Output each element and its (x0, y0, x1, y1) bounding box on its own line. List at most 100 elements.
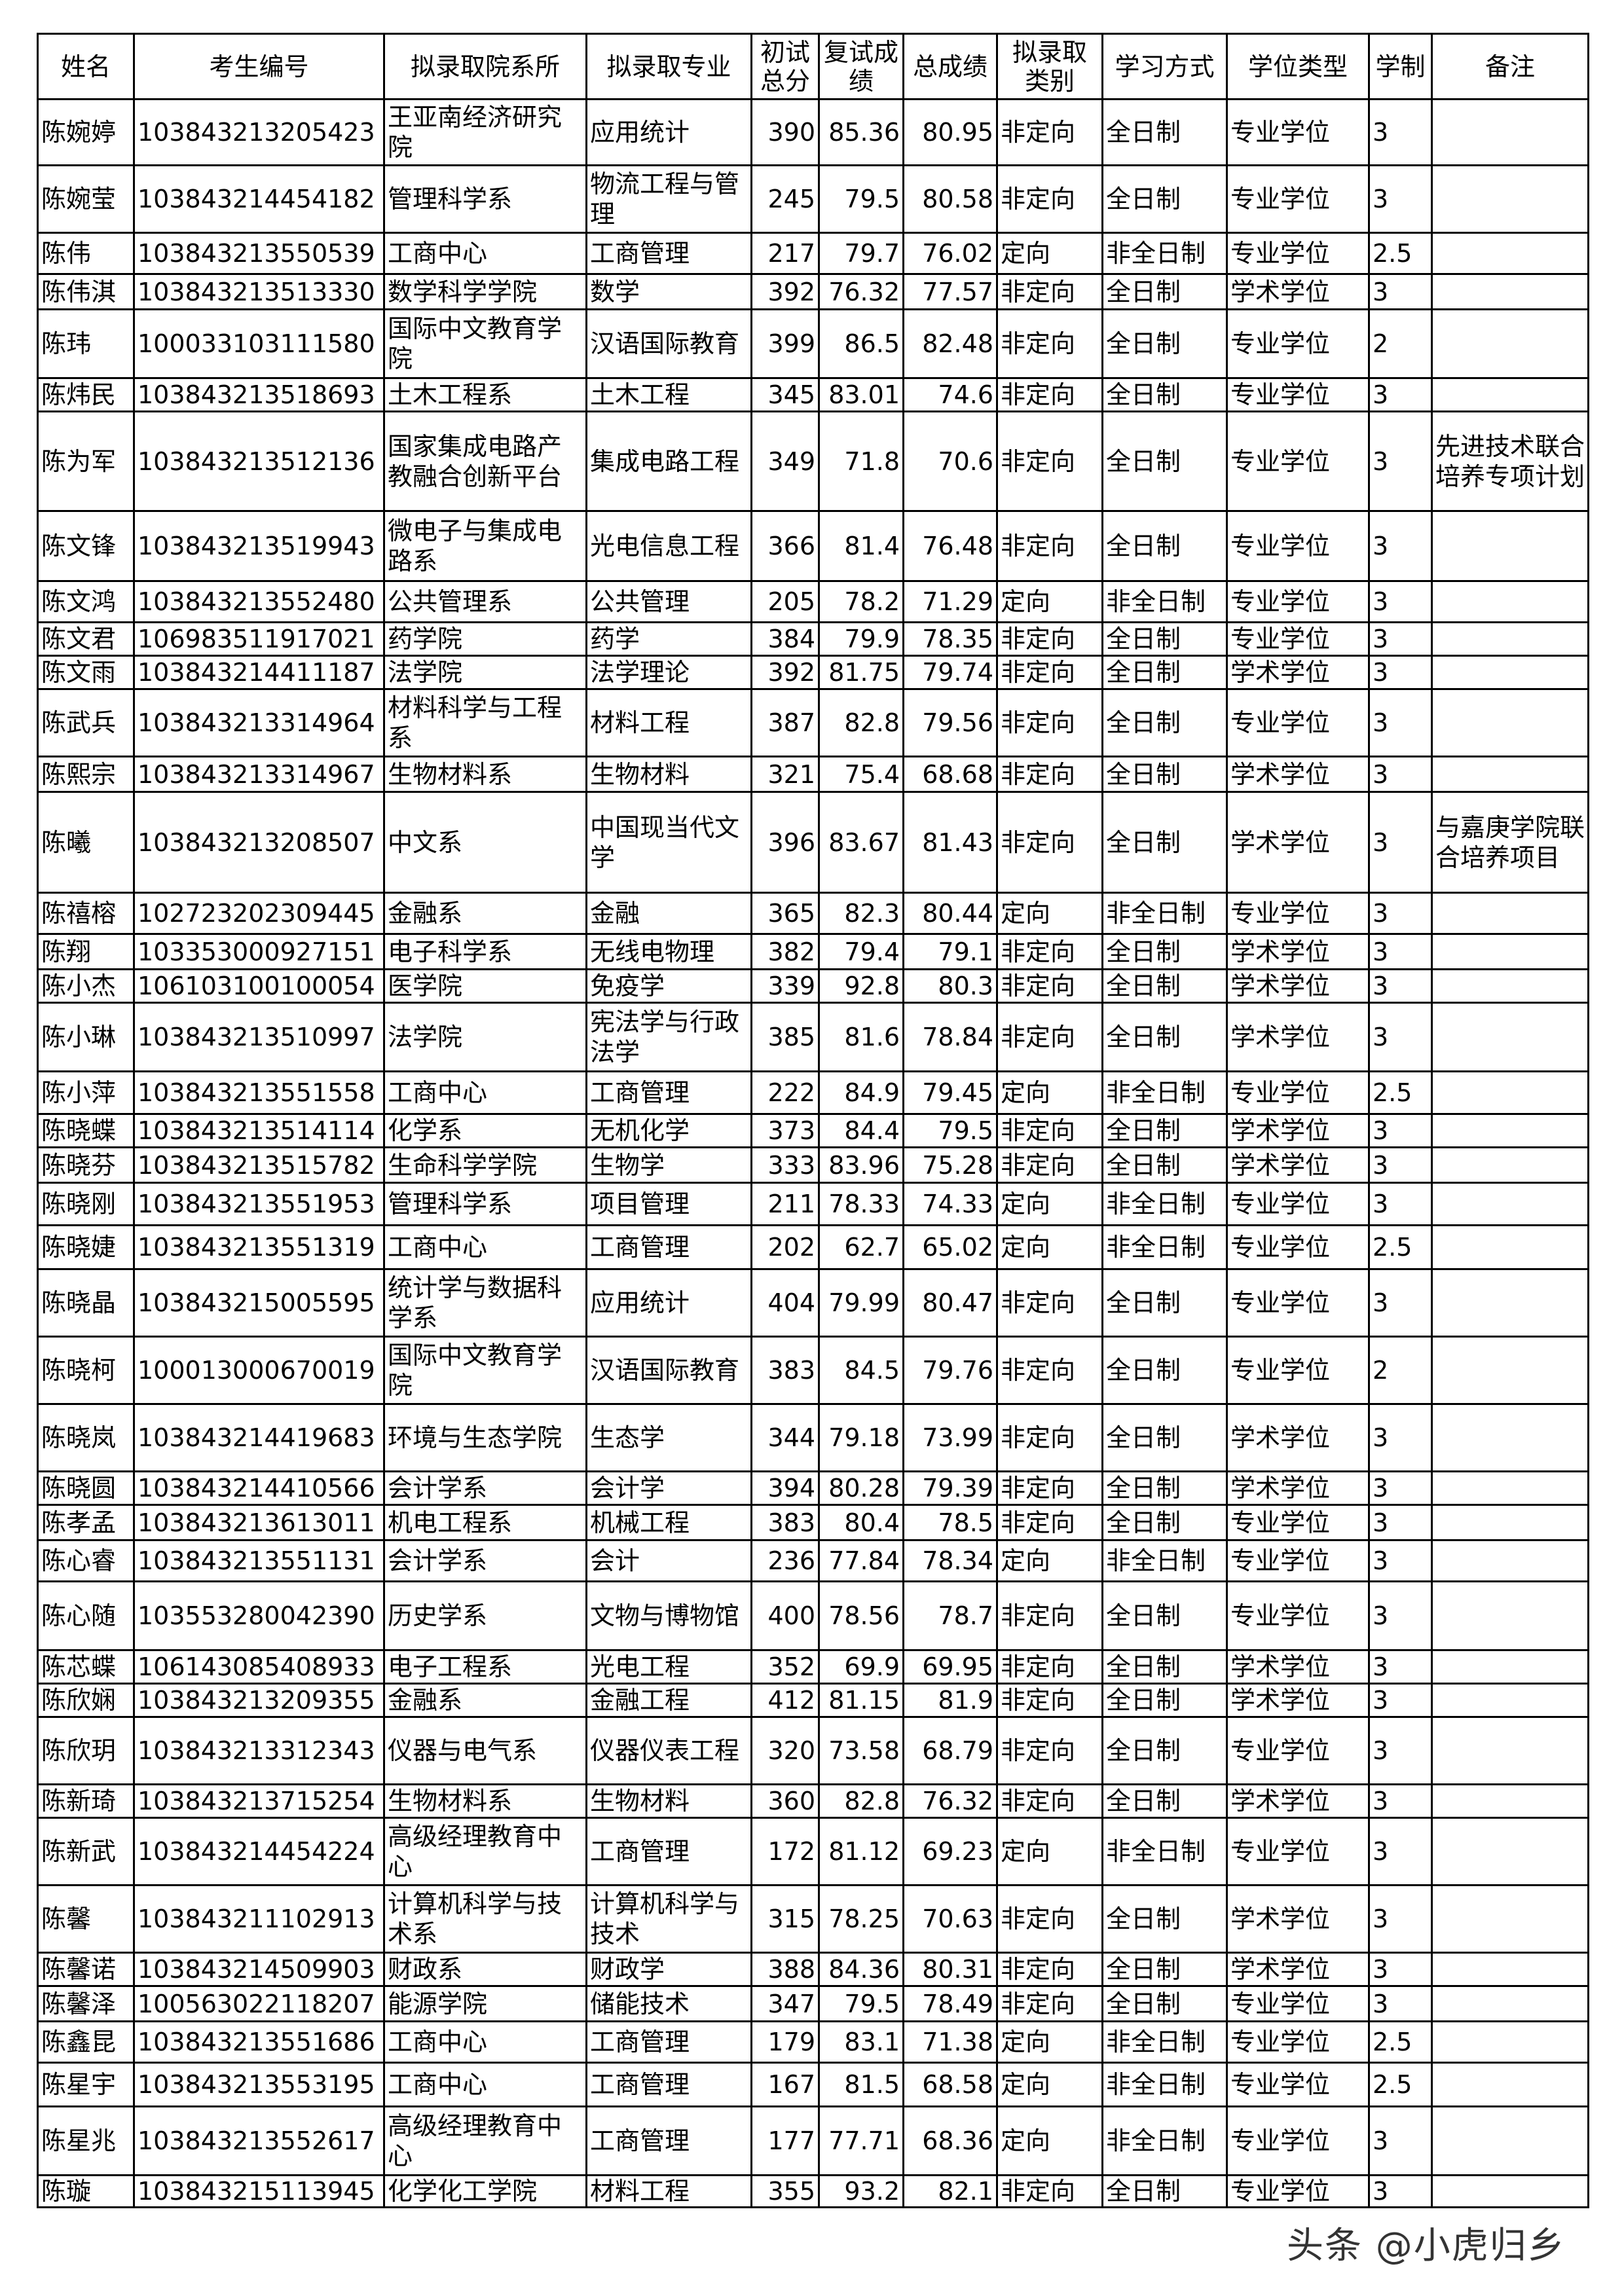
cell-study-mode: 全日制 (1101, 1002, 1228, 1072)
cell-admission-category: 非定向 (996, 621, 1103, 657)
cell-name: 陈孝孟 (37, 1504, 135, 1541)
cell-candidate-id: 103843213513330 (133, 273, 385, 310)
cell-major: 会计学 (585, 1470, 752, 1506)
cell-name: 陈文鸿 (37, 580, 135, 623)
cell-name: 陈晓刚 (37, 1182, 135, 1226)
cell-total-score: 80.44 (902, 892, 998, 935)
header-initial-score: 初试总分 (750, 33, 820, 100)
cell-initial-score: 211 (750, 1182, 820, 1226)
cell-remarks (1431, 1817, 1589, 1886)
cell-study-mode: 全日制 (1101, 1580, 1228, 1651)
cell-remarks (1431, 1268, 1589, 1338)
cell-remarks: 与嘉庚学院联合培养项目 (1431, 791, 1589, 894)
cell-major: 无机化学 (585, 1113, 752, 1148)
cell-remarks (1431, 98, 1589, 166)
cell-initial-score: 399 (750, 308, 820, 379)
cell-study-mode: 全日制 (1101, 1783, 1228, 1819)
cell-initial-score: 179 (750, 2020, 820, 2064)
cell-initial-score: 347 (750, 1985, 820, 2022)
header-major: 拟录取专业 (585, 33, 752, 100)
cell-study-mode: 非全日制 (1101, 232, 1228, 275)
cell-degree-type: 学术学位 (1226, 1113, 1370, 1148)
cell-admission-category: 非定向 (996, 1336, 1103, 1405)
cell-remarks (1431, 1539, 1589, 1582)
cell-department: 环境与生态学院 (383, 1403, 587, 1472)
cell-name: 陈晓婕 (37, 1224, 135, 1270)
cell-study-mode: 全日制 (1101, 655, 1228, 690)
cell-initial-score: 400 (750, 1580, 820, 1651)
cell-retest-score: 82.8 (818, 1783, 904, 1819)
cell-degree-type: 专业学位 (1226, 1182, 1370, 1226)
cell-total-score: 74.6 (902, 377, 998, 412)
cell-retest-score: 81.12 (818, 1817, 904, 1886)
cell-department: 高级经理教育中心 (383, 2105, 587, 2176)
cell-candidate-id: 103843213205423 (133, 98, 385, 166)
cell-major: 储能技术 (585, 1985, 752, 2022)
cell-admission-category: 定向 (996, 1182, 1103, 1226)
cell-initial-score: 245 (750, 164, 820, 234)
table-row: 陈炜民 103843213518693 土木工程系 土木工程 345 83.01 74.6 非… (37, 377, 1589, 412)
cell-major: 会计 (585, 1539, 752, 1582)
cell-admission-category: 定向 (996, 1224, 1103, 1270)
cell-duration: 3 (1368, 655, 1433, 690)
cell-department: 仪器与电气系 (383, 1716, 587, 1785)
cell-department: 工商中心 (383, 2062, 587, 2107)
cell-candidate-id: 103843213551319 (133, 1224, 385, 1270)
cell-degree-type: 专业学位 (1226, 1224, 1370, 1270)
cell-total-score: 77.57 (902, 273, 998, 310)
cell-duration: 3 (1368, 1985, 1433, 2022)
cell-degree-type: 学术学位 (1226, 1952, 1370, 1987)
cell-retest-score: 83.67 (818, 791, 904, 894)
cell-total-score: 70.63 (902, 1884, 998, 1954)
cell-major: 应用统计 (585, 1268, 752, 1338)
cell-admission-category: 非定向 (996, 1716, 1103, 1785)
cell-name: 陈芯蝶 (37, 1649, 135, 1685)
cell-remarks (1431, 1403, 1589, 1472)
cell-candidate-id: 103843213613011 (133, 1504, 385, 1541)
cell-duration: 3 (1368, 1783, 1433, 1819)
cell-remarks (1431, 1716, 1589, 1785)
table-row: 陈馨泽 100563022118207 能源学院 储能技术 347 79.5 78.49 非定… (37, 1985, 1589, 2022)
cell-candidate-id: 100033103111580 (133, 308, 385, 379)
cell-major: 汉语国际教育 (585, 1336, 752, 1405)
cell-degree-type: 学术学位 (1226, 273, 1370, 310)
cell-duration: 3 (1368, 580, 1433, 623)
cell-candidate-id: 103843214410566 (133, 1470, 385, 1506)
cell-remarks (1431, 2020, 1589, 2064)
cell-name: 陈文君 (37, 621, 135, 657)
cell-major: 生物材料 (585, 1783, 752, 1819)
cell-remarks (1431, 2105, 1589, 2176)
cell-retest-score: 80.28 (818, 1470, 904, 1506)
cell-duration: 3 (1368, 1817, 1433, 1886)
cell-initial-score: 222 (750, 1070, 820, 1115)
cell-study-mode: 全日制 (1101, 1336, 1228, 1405)
cell-total-score: 76.48 (902, 510, 998, 582)
table-row: 陈文鸿 103843213552480 公共管理系 公共管理 205 78.2 71.29 定… (37, 580, 1589, 623)
cell-study-mode: 全日制 (1101, 273, 1228, 310)
cell-admission-category: 定向 (996, 2062, 1103, 2107)
cell-duration: 3 (1368, 1580, 1433, 1651)
cell-department: 生物材料系 (383, 1783, 587, 1819)
cell-duration: 3 (1368, 98, 1433, 166)
cell-candidate-id: 103843214419683 (133, 1403, 385, 1472)
cell-study-mode: 非全日制 (1101, 580, 1228, 623)
cell-department: 化学化工学院 (383, 2174, 587, 2208)
cell-major: 金融 (585, 892, 752, 935)
cell-duration: 3 (1368, 621, 1433, 657)
cell-duration: 3 (1368, 164, 1433, 234)
cell-retest-score: 79.18 (818, 1403, 904, 1472)
cell-study-mode: 全日制 (1101, 1146, 1228, 1184)
cell-study-mode: 非全日制 (1101, 1539, 1228, 1582)
cell-study-mode: 全日制 (1101, 1683, 1228, 1718)
cell-degree-type: 专业学位 (1226, 232, 1370, 275)
cell-remarks (1431, 1884, 1589, 1954)
cell-name: 陈文雨 (37, 655, 135, 690)
cell-admission-category: 非定向 (996, 273, 1103, 310)
table-row: 陈晓蝶 103843213514114 化学系 无机化学 373 84.4 79.5 非定向全… (37, 1113, 1589, 1148)
cell-retest-score: 82.8 (818, 688, 904, 757)
cell-major: 工商管理 (585, 2105, 752, 2176)
cell-total-score: 69.95 (902, 1649, 998, 1685)
table-row: 陈伟 103843213550539 工商中心 工商管理 217 79.7 76.02 定向非… (37, 232, 1589, 275)
cell-major: 项目管理 (585, 1182, 752, 1226)
table-row: 陈心随 103553280042390 历史学系 文物与博物馆 400 78.56 78.7… (37, 1580, 1589, 1651)
